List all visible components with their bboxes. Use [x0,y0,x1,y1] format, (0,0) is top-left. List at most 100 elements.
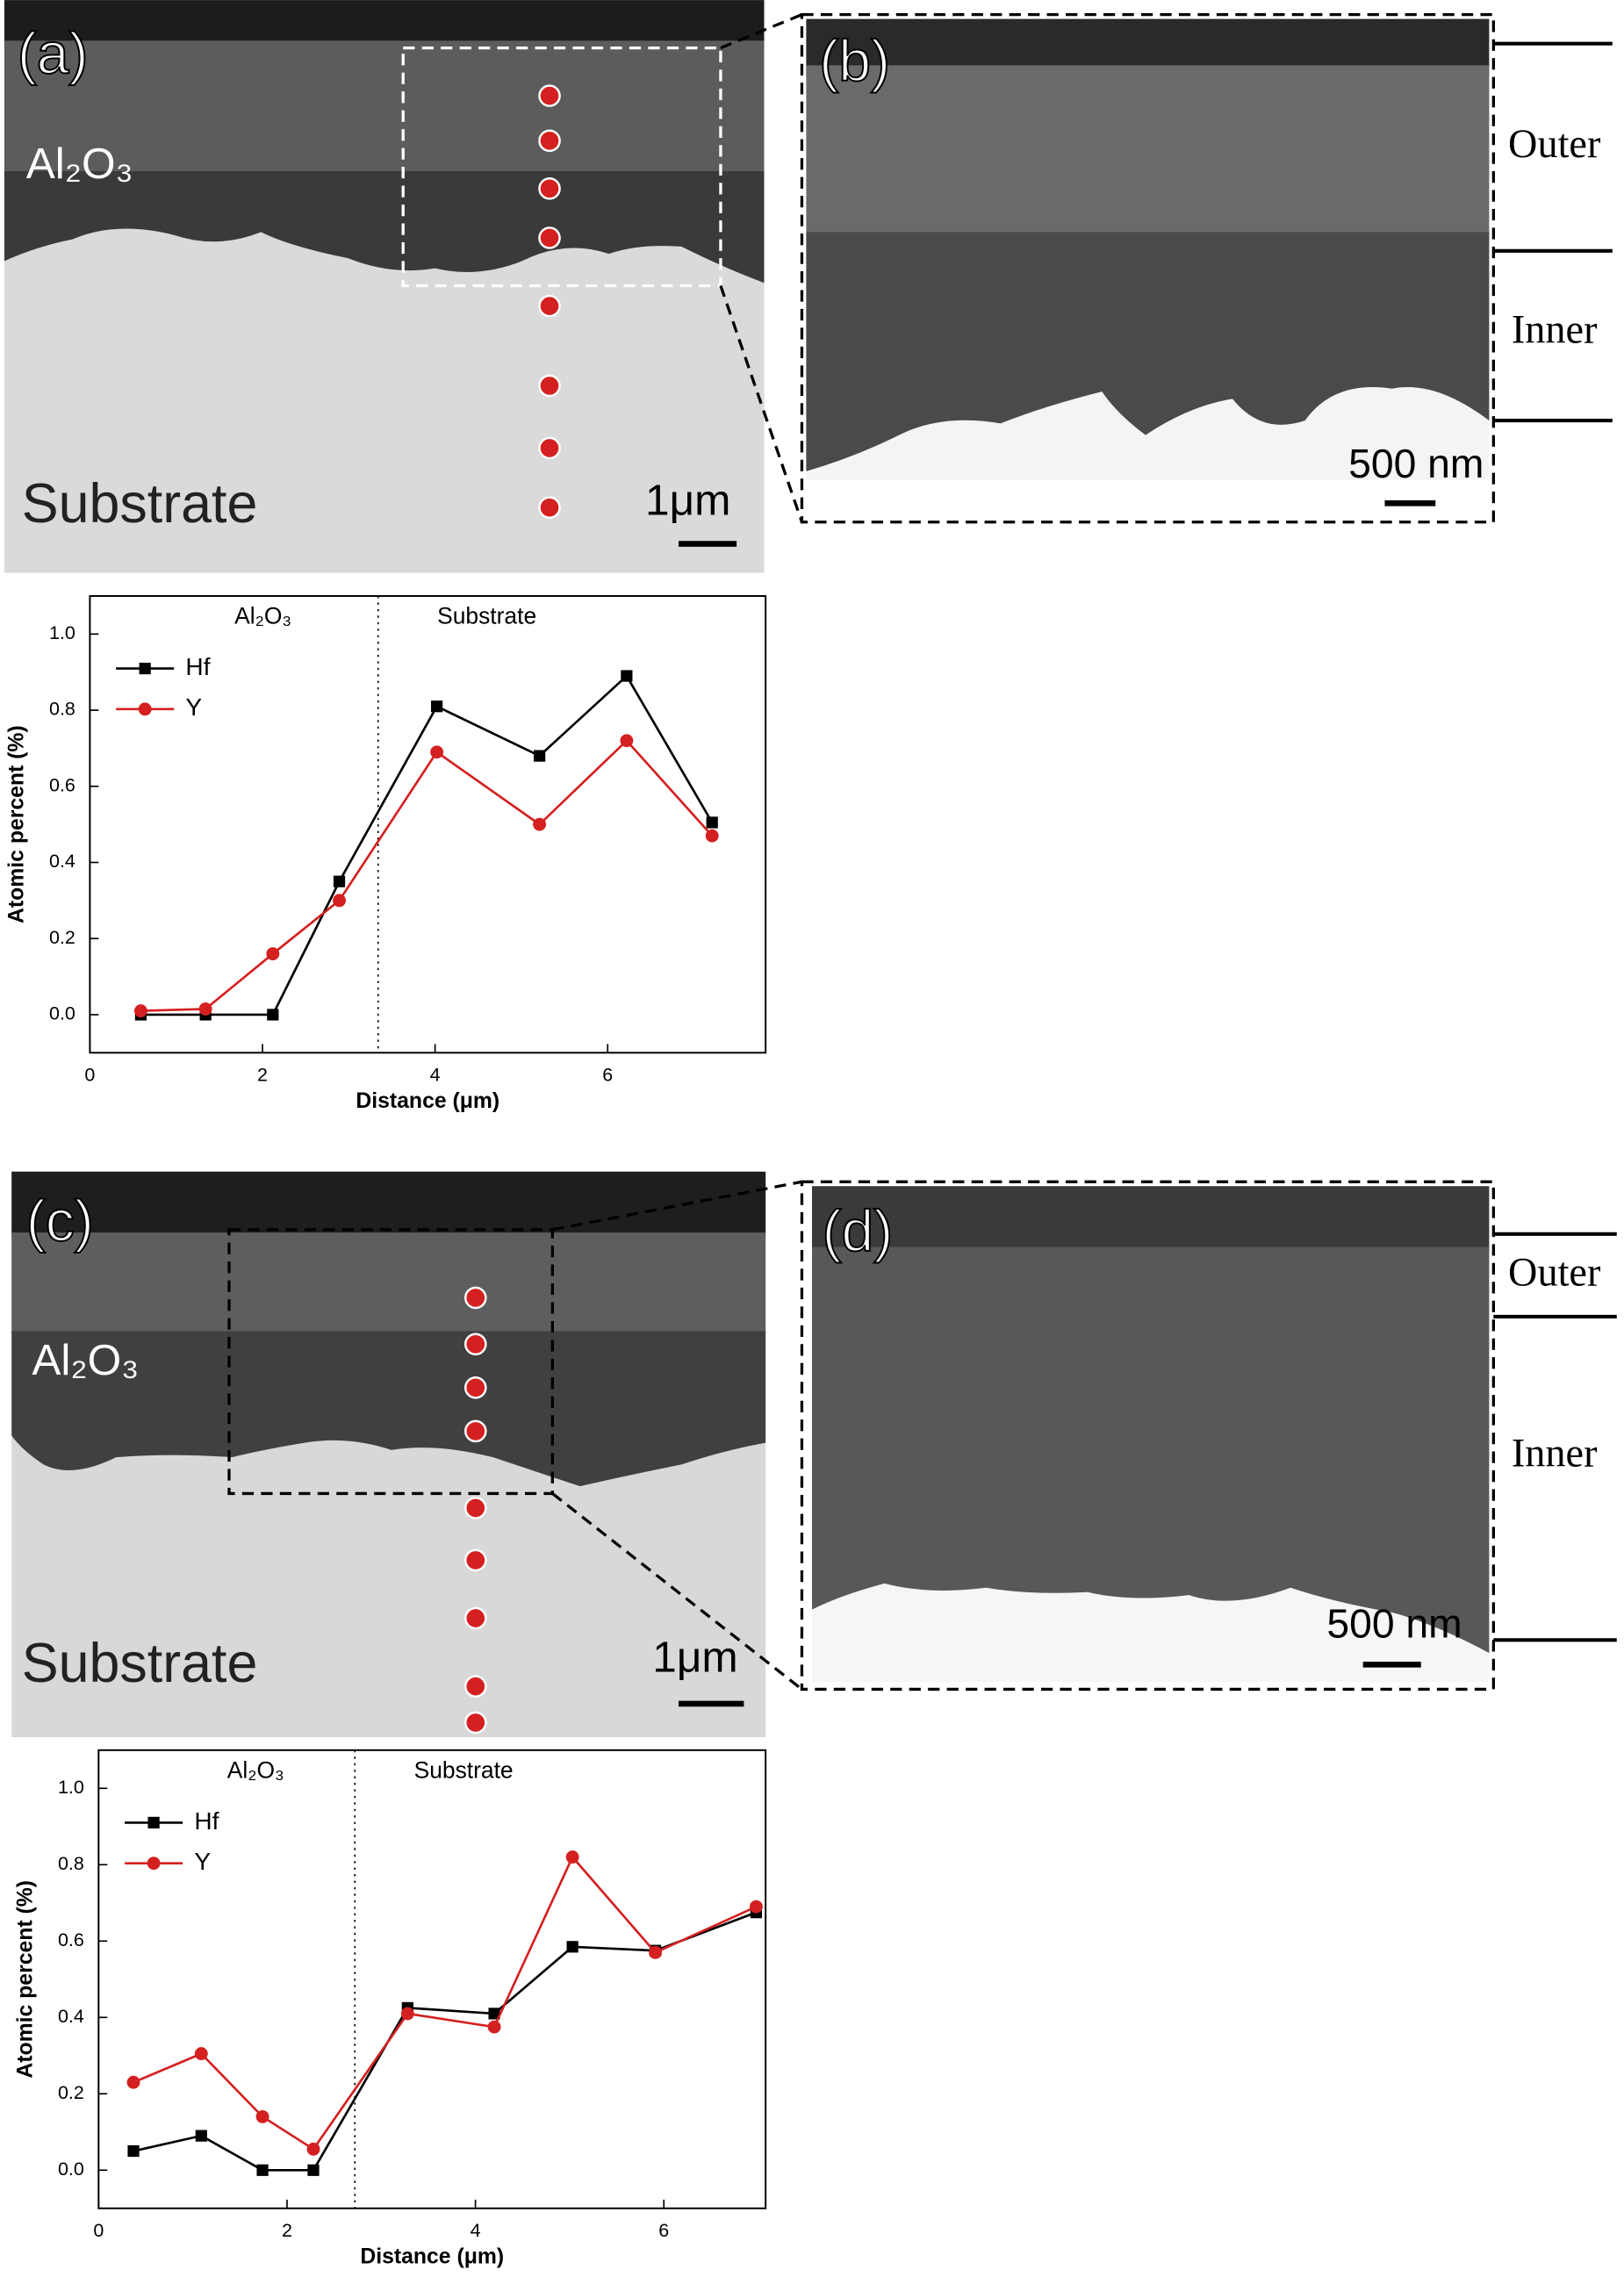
probe-dot [538,177,561,200]
y-tick-label: 0.6 [49,774,75,795]
plot-frame [97,1749,767,2209]
marker [430,700,443,713]
series-line [140,673,714,1016]
x-axis-label: Distance (μm) [360,2245,504,2268]
x-tick-label: 2 [257,1064,268,1085]
probe-dot [463,1548,487,1572]
y-tick-label: 0.2 [58,2082,84,2103]
y-tick-label: 1.0 [49,622,75,643]
series-line [140,738,714,1012]
marker [487,2020,501,2034]
legend-label: Hf [185,653,210,680]
marker [306,2142,320,2156]
y-tick-label: 0.2 [49,927,75,948]
micrograph-b [719,12,1613,524]
panel-label: (c) [26,1189,94,1253]
x-axis-label: Distance (μm) [356,1089,499,1113]
legend-marker [139,662,151,675]
legend-label: Y [194,1848,211,1875]
marker [195,2130,207,2142]
marker [198,1002,212,1016]
probe-dot [538,84,561,107]
marker [266,947,280,960]
probe-dot [463,1711,487,1735]
marker [621,670,633,682]
y-tick-label: 0.8 [58,1853,84,1874]
layer-label: Al₂O₃ [32,1335,139,1384]
plot-frame [89,594,767,1054]
probe-dot [463,1286,487,1310]
base-label: Substrate [22,1633,258,1694]
marker [488,2008,500,2020]
x-tick-label: 0 [84,1064,95,1085]
probe-dot [463,1606,487,1630]
region-label: Substrate [414,1757,514,1784]
zone-label: Inner [1512,308,1598,353]
layer-label: Al₂O₃ [26,139,133,188]
panel-label: (d) [823,1199,894,1264]
marker [649,1945,663,1959]
probe-dot [463,1497,487,1519]
series-line [133,1911,757,2172]
marker [705,829,719,843]
y-tick-label: 0.0 [58,2158,84,2180]
probe-dot [538,496,561,520]
legend-marker [147,1857,161,1871]
x-tick-label: 2 [282,2220,292,2241]
micrograph-a [4,0,765,573]
y-tick-label: 0.8 [49,699,75,720]
region-label: Substrate [437,603,536,629]
marker [566,1941,578,1953]
marker [267,1009,279,1021]
marker [256,2164,269,2176]
marker [706,816,718,829]
probe-dot [538,436,561,460]
y-axis-label: Atomic percent (%) [4,725,28,923]
marker [255,2109,269,2123]
probe-dot [463,1675,487,1698]
x-tick-label: 6 [602,1064,613,1085]
marker [749,1900,763,1914]
probe-dot [538,129,561,153]
y-tick-label: 0.6 [58,1929,84,1950]
legend-label: Hf [194,1807,219,1835]
marker [333,875,346,887]
zone-label: Outer [1508,1250,1600,1295]
legend-marker [147,1816,160,1829]
marker [430,745,444,759]
marker [127,2144,140,2158]
panel-label: (a) [18,22,89,87]
scale-label: 500 nm [1348,441,1484,486]
scale-label: 1μm [652,1632,737,1681]
marker [620,734,634,748]
y-axis-label: Atomic percent (%) [13,1880,37,2079]
region-label: Al₂O₃ [234,603,291,629]
legend-marker [138,702,152,716]
probe-dot [463,1332,487,1356]
probe-dot [538,294,561,318]
marker [533,817,547,831]
x-tick-label: 4 [471,2220,481,2241]
probe-dot [538,226,561,249]
scale-label: 1μm [645,475,730,524]
marker [565,1850,579,1864]
marker [133,1004,147,1018]
legend-label: Y [185,693,202,721]
y-tick-label: 0.4 [49,851,75,872]
scale-label: 500 nm [1326,1601,1462,1647]
probe-dot [538,374,561,398]
zone-label: Inner [1512,1432,1598,1476]
marker [400,2007,414,2021]
marker [194,2047,208,2061]
y-tick-label: 0.0 [49,1003,75,1024]
zone-label: Outer [1508,122,1600,167]
micrograph-d [551,1180,1617,1692]
base-label: Substrate [22,473,258,535]
marker [126,2075,140,2089]
x-tick-label: 0 [93,2220,104,2241]
panel-label: (b) [819,29,890,94]
probe-dot [463,1376,487,1399]
marker [333,894,346,908]
region-label: Al₂O₃ [227,1757,284,1784]
marker [533,750,546,762]
